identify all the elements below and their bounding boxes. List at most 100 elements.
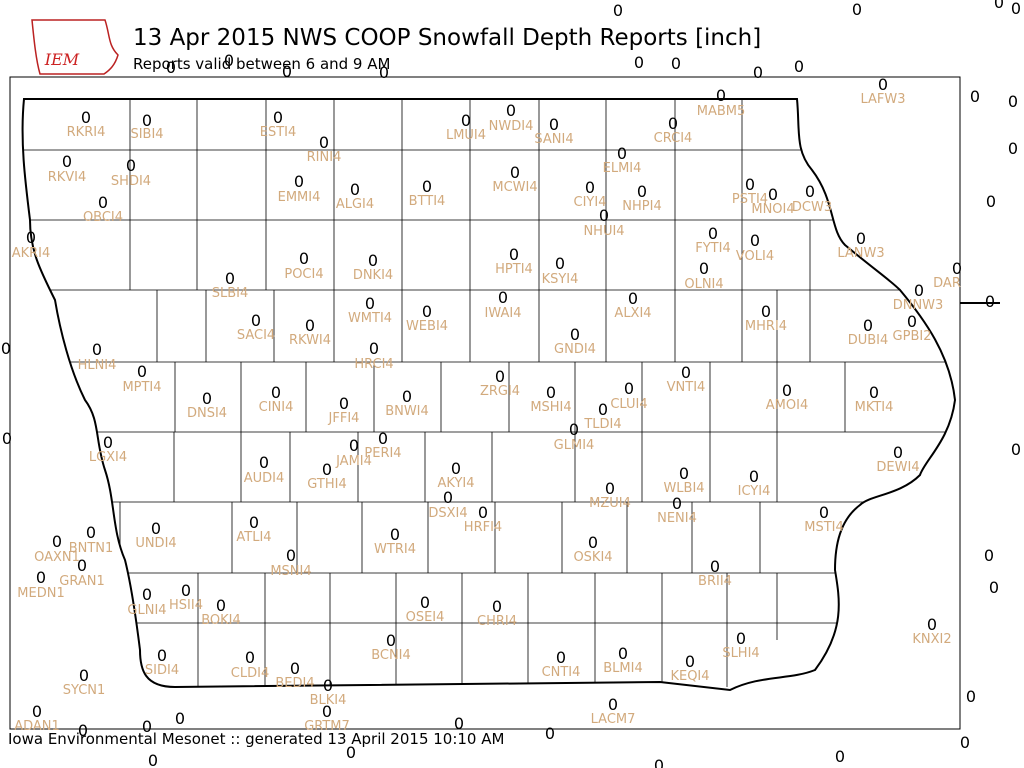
station-value: 0 [893, 443, 903, 462]
station-label: TLDI4 [583, 417, 621, 432]
county-grid [22, 99, 955, 687]
offmap-value: 0 [613, 1, 623, 20]
station-value: 0 [323, 676, 333, 695]
station-value: 0 [570, 325, 580, 344]
station-label: MSHI4 [530, 400, 571, 415]
offmap-value: 0 [960, 733, 970, 752]
station-label: MEDN1 [17, 586, 64, 601]
station-value: 0 [745, 175, 755, 194]
station-label: PSTI4 [732, 192, 768, 207]
offmap-value: 0 [794, 57, 804, 76]
station-value: 0 [681, 363, 691, 382]
offmap-value: 0 [2, 429, 12, 448]
offmap-value: 0 [986, 192, 996, 211]
offmap-value: 0 [1008, 139, 1018, 158]
station-label: BOKI4 [201, 613, 241, 628]
station-label: ATLI4 [236, 530, 271, 545]
station-value: 0 [103, 433, 113, 452]
station-value: 0 [32, 702, 42, 721]
station-value: 0 [672, 494, 682, 513]
offmap-value: 0 [78, 721, 88, 740]
station-label: BLMI4 [603, 661, 642, 676]
station-value: 0 [750, 231, 760, 250]
station-value: 0 [26, 228, 36, 247]
station-value: 0 [62, 152, 72, 171]
station-label: NENI4 [657, 511, 697, 526]
station-value: 0 [878, 75, 888, 94]
station-value: 0 [443, 488, 453, 507]
station-value: 0 [386, 631, 396, 650]
station-label: DNKI4 [353, 268, 393, 283]
station-value: 0 [322, 460, 332, 479]
station-value: 0 [92, 340, 102, 359]
station-label: DSXI4 [428, 506, 467, 521]
offmap-value: 0 [175, 709, 185, 728]
station-label: AKRI4 [12, 246, 51, 261]
station-label: RINI4 [307, 150, 342, 165]
station-value: 0 [79, 666, 89, 685]
station-value: 0 [708, 224, 718, 243]
offmap-value: 0 [1011, 440, 1021, 459]
station-label: EMMI4 [278, 190, 321, 205]
station-value: 0 [914, 281, 924, 300]
offmap-value: 0 [835, 747, 845, 766]
station-value: 0 [137, 362, 147, 381]
station-label: CIYI4 [574, 195, 607, 210]
station-value: 0 [736, 629, 746, 648]
offmap-value: 0 [966, 687, 976, 706]
station-value: 0 [86, 523, 96, 542]
station-value: 0 [299, 249, 309, 268]
station-value: 0 [402, 387, 412, 406]
station-label: MPTI4 [122, 380, 161, 395]
station-label: NWDI4 [489, 119, 534, 134]
offmap-value: 0 [1011, 0, 1021, 18]
station-label: MSTI4 [804, 520, 844, 535]
station-value: 0 [749, 467, 759, 486]
station-value: 0 [624, 379, 634, 398]
station-label: CRCI4 [654, 131, 693, 146]
station-value: 0 [422, 177, 432, 196]
station-value: 0 [225, 269, 235, 288]
station-label: CLUI4 [610, 397, 647, 412]
station-label: OBCI4 [83, 210, 123, 225]
station-value: 0 [81, 108, 91, 127]
station-label: GLNI4 [127, 603, 166, 618]
station-label: HPTI4 [495, 262, 533, 277]
offmap-value: 0 [282, 62, 292, 81]
station-label: MSNI4 [270, 564, 311, 579]
station-label: LGXI4 [89, 450, 127, 465]
station-value: 0 [506, 101, 516, 120]
station-label: LMUI4 [446, 128, 486, 143]
station-label: LANW3 [837, 246, 884, 261]
station-label: HLNI4 [78, 358, 117, 373]
station-value: 0 [126, 156, 136, 175]
offmap-value: 0 [852, 0, 862, 19]
station-value: 0 [907, 312, 917, 331]
station-label: WLBI4 [663, 481, 704, 496]
station-value: 0 [782, 381, 792, 400]
offmap-value: 0 [1, 339, 11, 358]
station-label: DAR [933, 276, 961, 291]
station-label: VOLI4 [736, 249, 774, 264]
station-value: 0 [378, 429, 388, 448]
station-value: 0 [637, 182, 647, 201]
station-label: CINI4 [259, 400, 294, 415]
offmap-value: 0 [994, 0, 1004, 12]
station-value: 0 [420, 593, 430, 612]
station-label: ZRGI4 [480, 384, 520, 399]
station-value: 0 [927, 615, 937, 634]
station-label: CHRI4 [477, 614, 517, 629]
station-value: 0 [349, 436, 359, 455]
offmap-value: 0 [970, 87, 980, 106]
station-value: 0 [699, 259, 709, 278]
station-value: 0 [319, 133, 329, 152]
station-value: 0 [819, 503, 829, 522]
station-value: 0 [271, 383, 281, 402]
station-value: 0 [339, 394, 349, 413]
station-label: ELMI4 [603, 161, 642, 176]
station-value: 0 [151, 519, 161, 538]
station-value: 0 [549, 115, 559, 134]
station-value: 0 [495, 367, 505, 386]
station-label: RKVI4 [48, 170, 87, 185]
offmap-value: 0 [224, 51, 234, 70]
